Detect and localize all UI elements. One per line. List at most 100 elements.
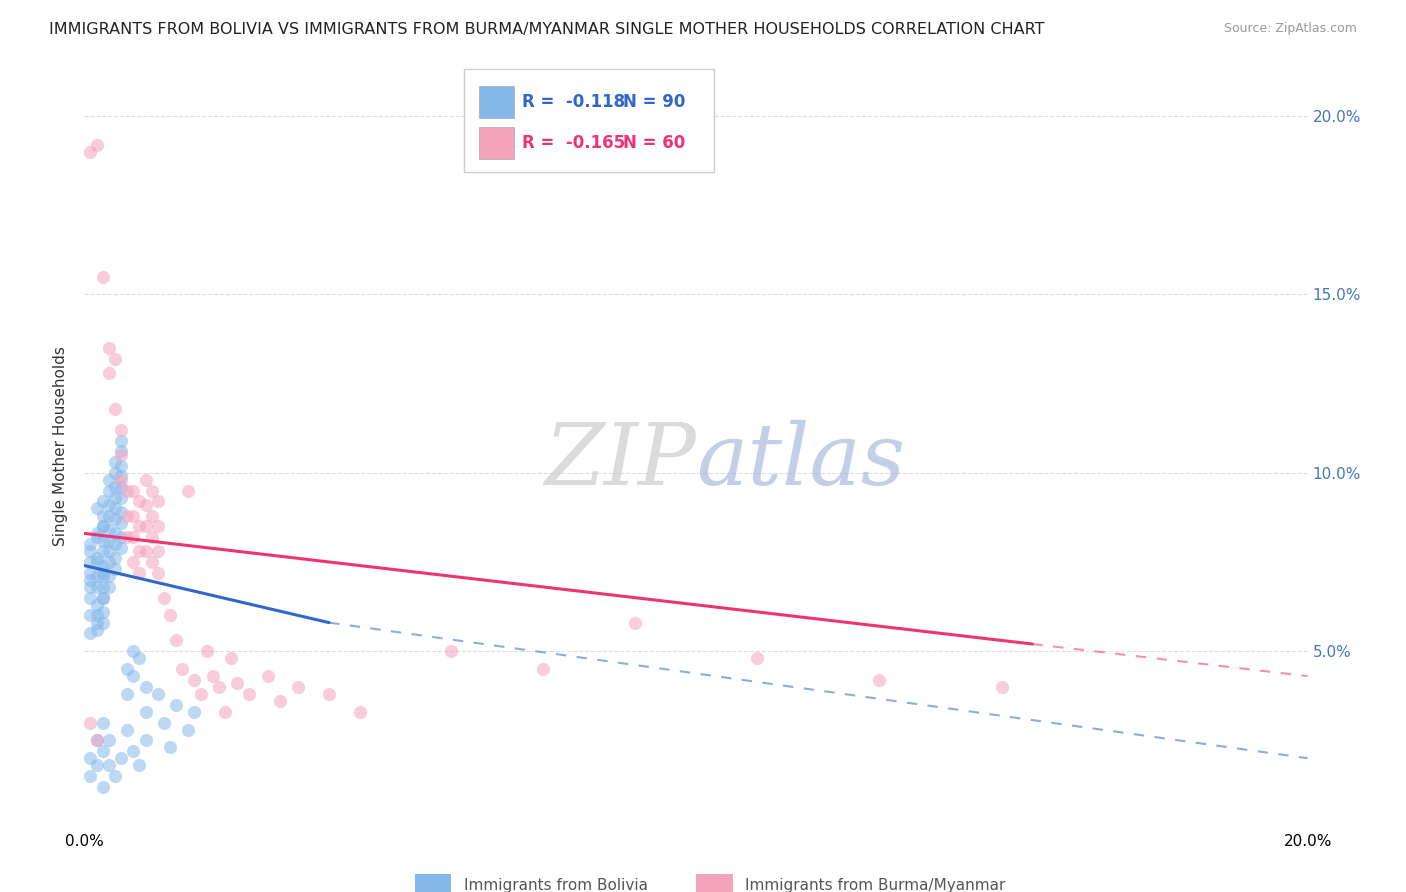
Point xyxy=(91,780,114,794)
Point xyxy=(97,544,120,558)
Text: ZIP: ZIP xyxy=(544,420,696,503)
Point xyxy=(122,483,145,498)
Point xyxy=(238,687,260,701)
Bar xyxy=(415,874,451,892)
Point xyxy=(110,434,132,448)
Point xyxy=(104,480,127,494)
Point xyxy=(141,508,163,523)
Point xyxy=(91,591,114,605)
Point xyxy=(115,508,138,523)
Point xyxy=(110,458,132,473)
Text: atlas: atlas xyxy=(696,420,905,503)
Point xyxy=(869,673,891,687)
Point xyxy=(86,615,108,630)
Point xyxy=(146,687,169,701)
Point xyxy=(97,569,120,583)
Point xyxy=(79,555,101,569)
Point xyxy=(91,605,114,619)
Point xyxy=(110,423,132,437)
Point xyxy=(91,508,114,523)
Point xyxy=(110,541,132,555)
Point xyxy=(991,680,1014,694)
Point xyxy=(91,615,114,630)
Point xyxy=(91,544,114,558)
Point xyxy=(135,473,157,487)
Point xyxy=(115,530,138,544)
Point xyxy=(97,473,120,487)
Text: R =  -0.165: R = -0.165 xyxy=(522,134,626,152)
Text: Source: ZipAtlas.com: Source: ZipAtlas.com xyxy=(1223,22,1357,36)
Point xyxy=(159,608,181,623)
Point xyxy=(128,519,150,533)
Point xyxy=(146,566,169,580)
Point xyxy=(91,519,114,533)
Point xyxy=(97,366,120,380)
Point xyxy=(135,519,157,533)
Point xyxy=(122,555,145,569)
Point xyxy=(104,351,127,366)
Point xyxy=(219,651,242,665)
Point xyxy=(122,508,145,523)
Text: IMMIGRANTS FROM BOLIVIA VS IMMIGRANTS FROM BURMA/MYANMAR SINGLE MOTHER HOUSEHOLD: IMMIGRANTS FROM BOLIVIA VS IMMIGRANTS FR… xyxy=(49,22,1045,37)
Point xyxy=(165,633,187,648)
Point xyxy=(110,480,132,494)
Text: N = 60: N = 60 xyxy=(623,134,685,152)
Point xyxy=(146,519,169,533)
Point xyxy=(86,623,108,637)
Point xyxy=(104,537,127,551)
Point xyxy=(172,662,194,676)
Point xyxy=(177,723,200,737)
Y-axis label: Single Mother Households: Single Mother Households xyxy=(53,346,69,546)
Point xyxy=(122,744,145,758)
Point xyxy=(91,566,114,580)
Point xyxy=(104,466,127,480)
Point xyxy=(135,680,157,694)
Point xyxy=(86,733,108,747)
Point xyxy=(141,555,163,569)
Point xyxy=(115,483,138,498)
Point xyxy=(177,483,200,498)
Point xyxy=(747,651,769,665)
Point xyxy=(153,591,176,605)
Point xyxy=(110,448,132,462)
Point xyxy=(97,498,120,512)
Point xyxy=(97,483,120,498)
Point xyxy=(287,680,309,694)
Point xyxy=(97,555,120,569)
Point xyxy=(349,705,371,719)
Bar xyxy=(479,127,513,159)
Point xyxy=(159,740,181,755)
Point xyxy=(91,744,114,758)
Point xyxy=(269,694,291,708)
Point xyxy=(97,758,120,772)
Point xyxy=(91,715,114,730)
Point xyxy=(86,608,108,623)
Point xyxy=(135,733,157,747)
Point xyxy=(91,494,114,508)
Point xyxy=(91,591,114,605)
Point xyxy=(115,723,138,737)
Point xyxy=(86,137,108,152)
Point xyxy=(183,673,205,687)
Point xyxy=(97,523,120,537)
Point xyxy=(122,644,145,658)
Point xyxy=(79,769,101,783)
Point xyxy=(110,751,132,765)
Point xyxy=(97,508,120,523)
Point xyxy=(104,562,127,576)
Point xyxy=(128,544,150,558)
Point xyxy=(91,569,114,583)
Point xyxy=(165,698,187,712)
Point xyxy=(141,530,163,544)
Point xyxy=(79,145,101,159)
Point xyxy=(135,705,157,719)
Point xyxy=(135,498,157,512)
FancyBboxPatch shape xyxy=(464,69,714,172)
Point xyxy=(104,512,127,526)
Point xyxy=(86,569,108,583)
Text: Immigrants from Burma/Myanmar: Immigrants from Burma/Myanmar xyxy=(745,878,1005,892)
Point xyxy=(79,537,101,551)
Point xyxy=(141,483,163,498)
Point xyxy=(91,533,114,548)
Point xyxy=(104,769,127,783)
